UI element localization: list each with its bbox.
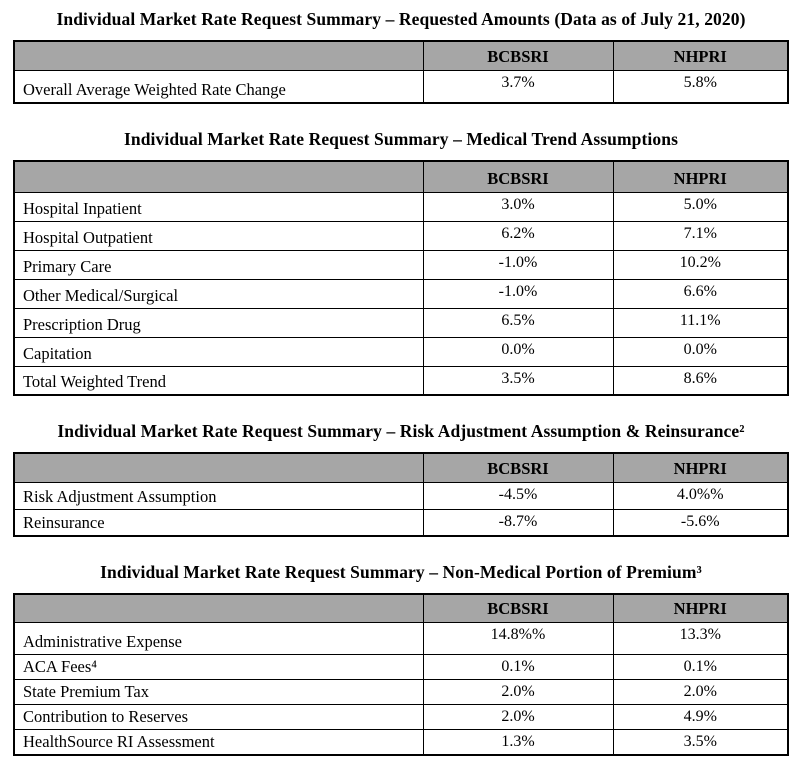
row-label: Administrative Expense (13, 621, 424, 655)
row-label: Primary Care (13, 249, 424, 280)
value-bcbsri: 6.5% (422, 307, 614, 338)
value-bcbsri: 14.8%% (422, 621, 614, 655)
table-title-risk-adjustment: Individual Market Rate Request Summary –… (57, 421, 745, 441)
value-bcbsri: 0.1% (422, 653, 614, 680)
column-header-nhpri: NHPRI (612, 452, 789, 483)
table-title-requested-amounts: Individual Market Rate Request Summary –… (56, 9, 746, 29)
value-bcbsri: -4.5% (422, 481, 614, 510)
row-label: HealthSource RI Assessment (13, 728, 424, 755)
value-nhpri: 4.0%% (612, 481, 789, 510)
table-medical-trend: BCBSRI NHPRI Hospital Inpatient 3.0% 5.0% H… (13, 160, 789, 396)
value-bcbsri: 0.0% (422, 336, 614, 367)
table-row: HealthSource RI Assessment 1.3% 3.5% (13, 728, 789, 755)
row-label: Reinsurance (13, 508, 424, 537)
column-header-nhpri: NHPRI (612, 40, 789, 71)
value-nhpri: 4.9% (612, 703, 789, 730)
value-bcbsri: -8.7% (422, 508, 614, 537)
column-header-blank (13, 452, 424, 483)
value-bcbsri: 6.2% (422, 220, 614, 251)
column-header-blank (13, 593, 424, 623)
row-label: ACA Fees⁴ (13, 653, 424, 680)
table-row: Capitation 0.0% 0.0% (13, 336, 789, 367)
value-nhpri: 5.0% (612, 191, 789, 222)
table-header-row: BCBSRI NHPRI (13, 452, 789, 483)
value-bcbsri: 3.0% (422, 191, 614, 222)
column-header-blank (13, 160, 424, 193)
value-nhpri: 2.0% (612, 678, 789, 705)
value-bcbsri: 3.7% (422, 69, 614, 104)
row-label: Other Medical/Surgical (13, 278, 424, 309)
table-header-row: BCBSRI NHPRI (13, 593, 789, 623)
value-nhpri: 7.1% (612, 220, 789, 251)
column-header-bcbsri: BCBSRI (422, 452, 614, 483)
table-row: Reinsurance -8.7% -5.6% (13, 508, 789, 537)
table-row: Prescription Drug 6.5% 11.1% (13, 307, 789, 338)
row-label: Overall Average Weighted Rate Change (13, 69, 424, 104)
table-row: Risk Adjustment Assumption -4.5% 4.0%% (13, 481, 789, 510)
column-header-nhpri: NHPRI (612, 160, 789, 193)
row-label: State Premium Tax (13, 678, 424, 705)
table-row: ACA Fees⁴ 0.1% 0.1% (13, 653, 789, 680)
table-header-row: BCBSRI NHPRI (13, 160, 789, 193)
table-header-row: BCBSRI NHPRI (13, 40, 789, 71)
column-header-nhpri: NHPRI (612, 593, 789, 623)
value-bcbsri: 2.0% (422, 678, 614, 705)
row-label: Prescription Drug (13, 307, 424, 338)
value-nhpri: 5.8% (612, 69, 789, 104)
table-row: Hospital Outpatient 6.2% 7.1% (13, 220, 789, 251)
column-header-bcbsri: BCBSRI (422, 40, 614, 71)
table-row: Overall Average Weighted Rate Change 3.7%… (13, 69, 789, 104)
table-row: Other Medical/Surgical -1.0% 6.6% (13, 278, 789, 309)
row-label: Risk Adjustment Assumption (13, 481, 424, 510)
table-row: Total Weighted Trend 3.5% 8.6% (13, 365, 789, 396)
row-label: Hospital Outpatient (13, 220, 424, 251)
value-bcbsri: 2.0% (422, 703, 614, 730)
value-nhpri: 0.1% (612, 653, 789, 680)
value-bcbsri: 3.5% (422, 365, 614, 396)
table-row: State Premium Tax 2.0% 2.0% (13, 678, 789, 705)
table-row: Contribution to Reserves 2.0% 4.9% (13, 703, 789, 730)
table-non-medical-premium: BCBSRI NHPRI Administrative Expense 14.8%… (13, 593, 789, 756)
column-header-bcbsri: BCBSRI (422, 160, 614, 193)
value-nhpri: 3.5% (612, 728, 789, 755)
value-bcbsri: -1.0% (422, 278, 614, 309)
value-nhpri: 11.1% (612, 307, 789, 338)
row-label: Capitation (13, 336, 424, 367)
value-bcbsri: 1.3% (422, 728, 614, 755)
value-nhpri: 0.0% (612, 336, 789, 367)
table-risk-adjustment: BCBSRI NHPRI Risk Adjustment Assumption -… (13, 452, 789, 537)
value-nhpri: 13.3% (612, 621, 789, 655)
column-header-bcbsri: BCBSRI (422, 593, 614, 623)
table-title-non-medical-premium: Individual Market Rate Request Summary –… (100, 562, 702, 582)
table-title-medical-trend: Individual Market Rate Request Summary –… (123, 129, 678, 149)
table-requested-amounts: BCBSRI NHPRI Overall Average Weighted Ra… (13, 40, 789, 104)
value-nhpri: 8.6% (612, 365, 789, 396)
table-row: Primary Care -1.0% 10.2% (13, 249, 789, 280)
row-label: Contribution to Reserves (13, 703, 424, 730)
row-label: Total Weighted Trend (13, 365, 424, 396)
table-row: Administrative Expense 14.8%% 13.3% (13, 621, 789, 655)
value-bcbsri: -1.0% (422, 249, 614, 280)
column-header-blank (13, 40, 424, 71)
value-nhpri: -5.6% (612, 508, 789, 537)
value-nhpri: 6.6% (612, 278, 789, 309)
row-label: Hospital Inpatient (13, 191, 424, 222)
value-nhpri: 10.2% (612, 249, 789, 280)
table-row: Hospital Inpatient 3.0% 5.0% (13, 191, 789, 222)
